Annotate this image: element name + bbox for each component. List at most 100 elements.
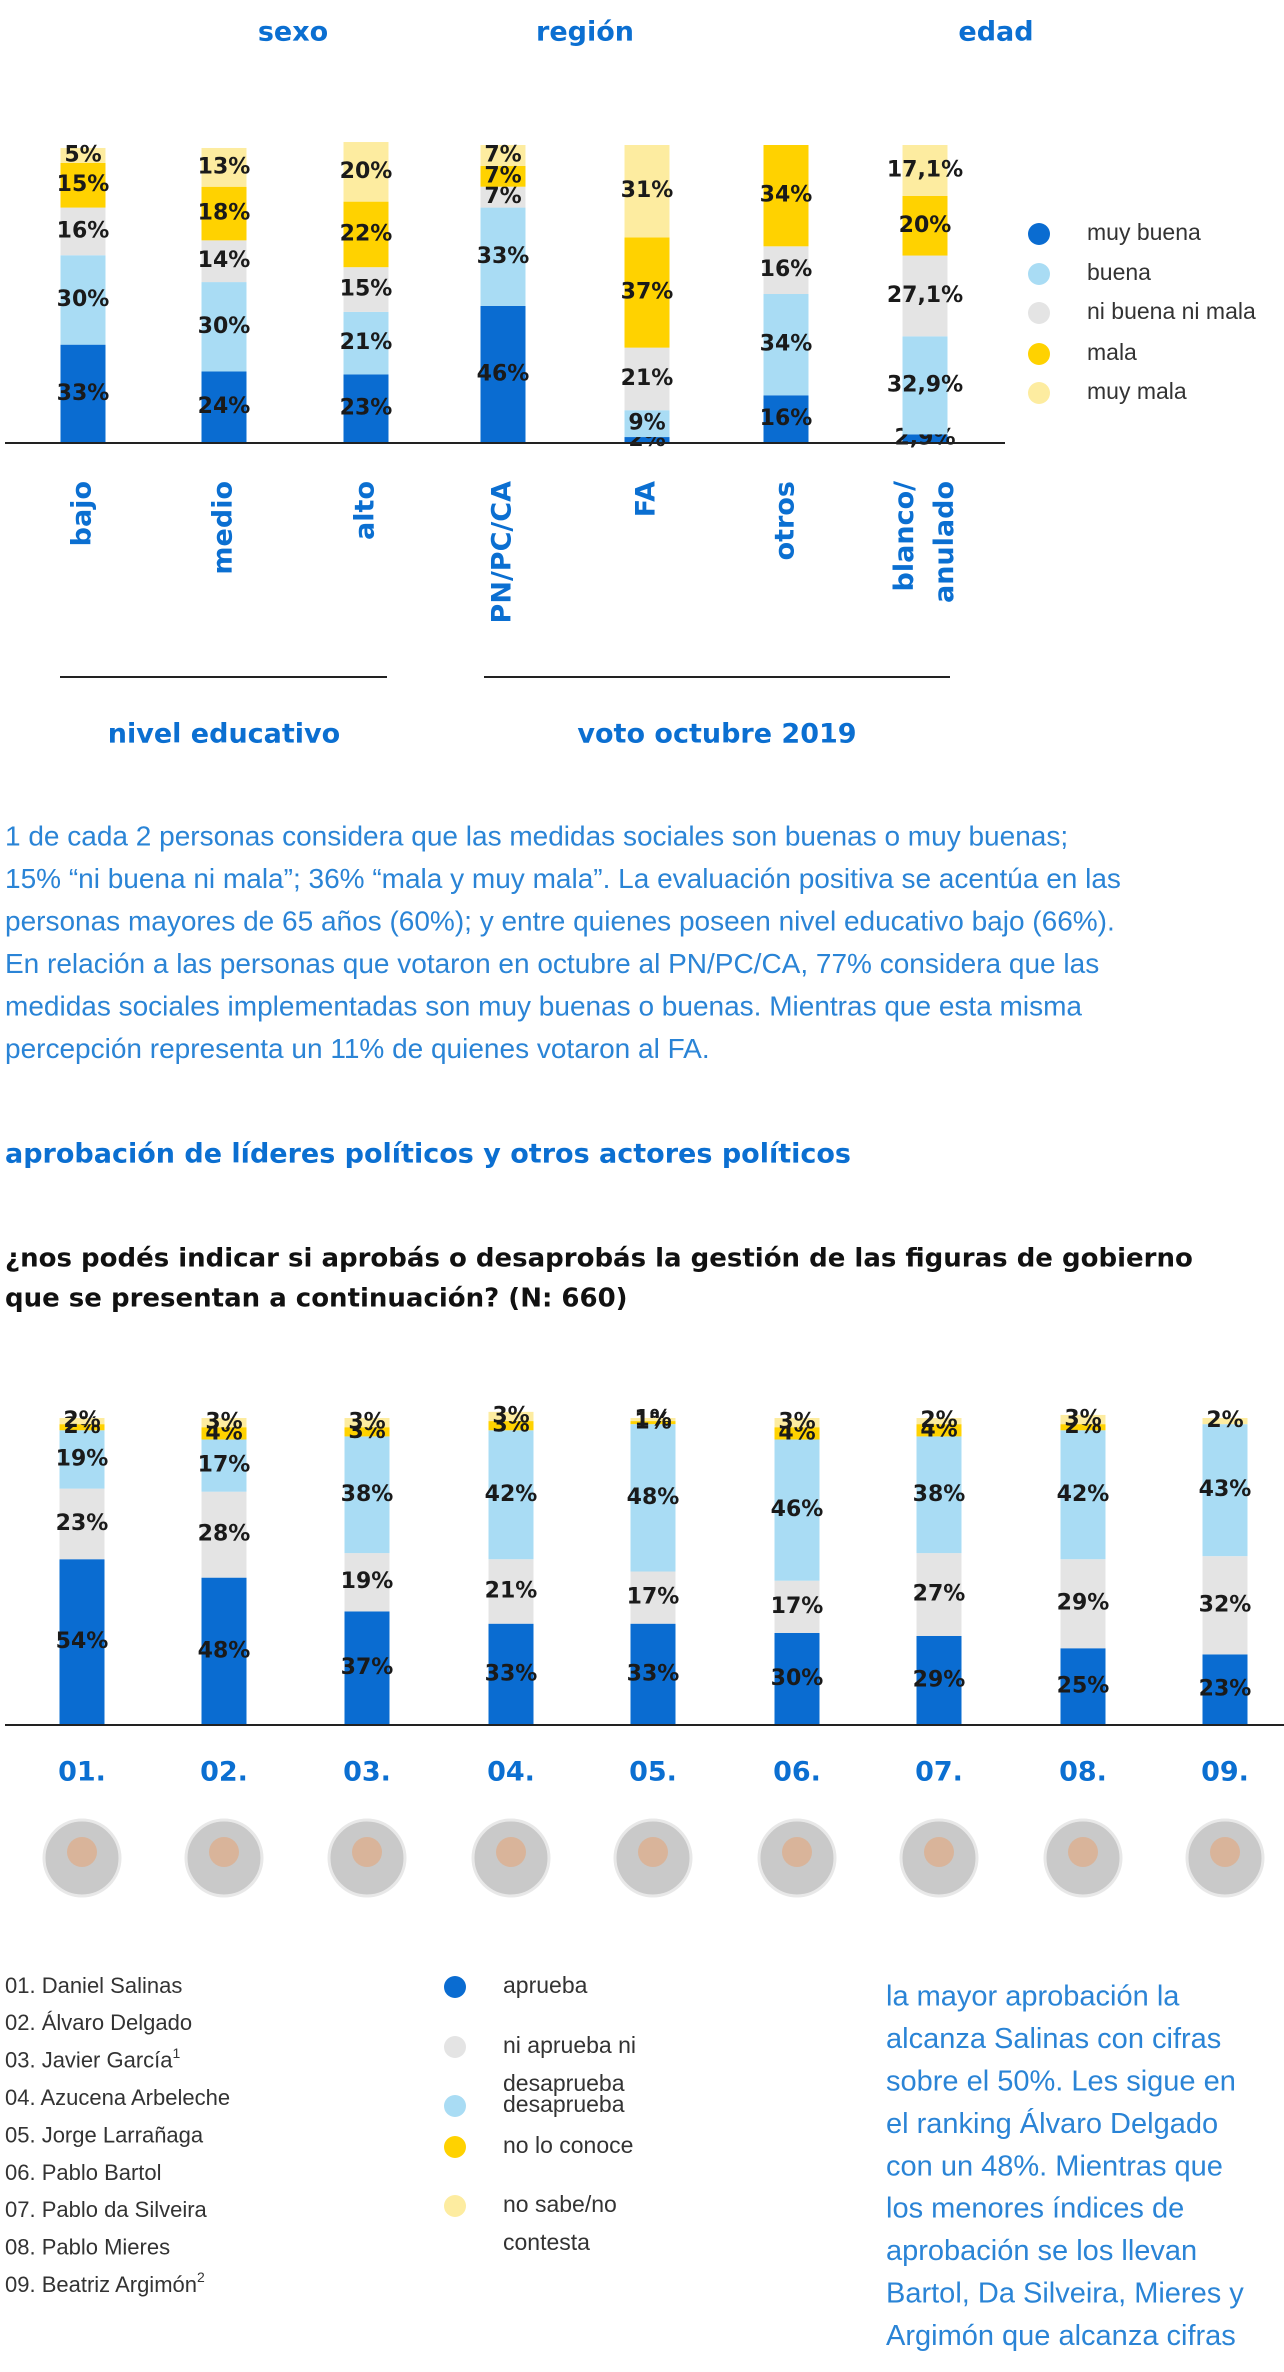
- bar-segment: [60, 344, 106, 443]
- summary-line: Bartol, Da Silveira, Mieres y: [886, 2277, 1244, 2309]
- bar-segment: [59, 1430, 105, 1489]
- value-label: 54%: [56, 1629, 109, 1654]
- legend-dot: [444, 2036, 466, 2058]
- value-label: 3%: [205, 1410, 242, 1435]
- value-label: 1%: [634, 1410, 671, 1435]
- legend-label: aprueba: [503, 1972, 588, 1998]
- footnote-mark: 2: [197, 2269, 205, 2285]
- category-label: PN/PC/CA: [487, 481, 518, 624]
- legend-dot: [444, 2095, 466, 2117]
- summary-line: la mayor aprobación la: [886, 1981, 1180, 2013]
- value-label: 3%: [778, 1410, 815, 1435]
- group-label: voto octubre 2019: [577, 719, 856, 750]
- bar-segment: [59, 1424, 105, 1431]
- category-label: bajo: [67, 481, 98, 546]
- value-label: 37%: [621, 280, 674, 305]
- bar-segment: [630, 1623, 676, 1725]
- value-label: 34%: [760, 183, 813, 208]
- bar-segment: [343, 374, 389, 443]
- bar-segment: [488, 1411, 534, 1422]
- summary-line: aprobación se los llevan: [886, 2235, 1197, 2267]
- bar-segment: [763, 395, 809, 443]
- person-name: 07. Pablo da Silveira: [5, 2197, 208, 2222]
- summary-line: los menores índices de: [886, 2193, 1184, 2225]
- value-label: 42%: [485, 1482, 538, 1507]
- bar-segment: [201, 371, 247, 443]
- bar-segment: [916, 1436, 962, 1554]
- value-label: 25%: [1057, 1674, 1110, 1699]
- portrait-face: [209, 1837, 239, 1867]
- bar-segment: [630, 1424, 676, 1572]
- column-header: sexo: [258, 17, 328, 48]
- value-label: 1%: [634, 1407, 671, 1432]
- value-label: 38%: [341, 1482, 394, 1507]
- bar-segment: [624, 347, 670, 411]
- portrait-face: [638, 1837, 668, 1867]
- category-label: medio: [208, 481, 239, 575]
- legend-dot: [1028, 223, 1050, 245]
- value-label: 30%: [771, 1666, 824, 1691]
- legend-label: ni aprueba ni desaprueba: [503, 2032, 636, 2096]
- bar-segment: [624, 437, 670, 443]
- value-label: 24%: [198, 394, 251, 419]
- bar-segment: [902, 255, 948, 337]
- category-label: blanco/anulado: [889, 481, 960, 603]
- value-label: 3%: [492, 1403, 529, 1428]
- value-label: 21%: [485, 1578, 538, 1603]
- value-label: 15%: [57, 172, 110, 197]
- value-label: 20%: [899, 213, 952, 238]
- value-label: 14%: [198, 248, 251, 273]
- value-label: 2%: [920, 1408, 957, 1433]
- bar-segment: [201, 1577, 247, 1725]
- value-label: 3%: [348, 1410, 385, 1435]
- value-label: 48%: [198, 1638, 251, 1663]
- value-label: 33%: [477, 244, 530, 269]
- value-label: 48%: [627, 1485, 680, 1510]
- value-label: 3%: [1064, 1407, 1101, 1432]
- value-label: 19%: [341, 1569, 394, 1594]
- bar-segment: [201, 147, 247, 187]
- bar-segment: [763, 246, 809, 294]
- bar-segment: [774, 1439, 820, 1581]
- value-label: 32,9%: [887, 372, 963, 397]
- section-title: aprobación de líderes políticos y otros …: [5, 1139, 851, 1170]
- bar-segment: [344, 1436, 390, 1554]
- value-label: 23%: [340, 396, 393, 421]
- value-label: 17%: [771, 1594, 824, 1619]
- bar-segment: [630, 1571, 676, 1624]
- paragraph-line: personas mayores de 65 años (60%); y ent…: [5, 905, 1115, 936]
- legend-dot: [444, 2195, 466, 2217]
- value-label: 17%: [627, 1585, 680, 1610]
- question-line: ¿nos podés indicar si aprobás o desaprob…: [5, 1244, 1193, 1274]
- legend-dot: [1028, 263, 1050, 285]
- value-label: 21%: [340, 330, 393, 355]
- value-label: 20%: [340, 159, 393, 184]
- value-label: 42%: [1057, 1482, 1110, 1507]
- summary-line: con un 48%. Mientras que: [886, 2150, 1223, 2182]
- value-label: 33%: [627, 1661, 680, 1686]
- value-label: 27,1%: [887, 283, 963, 308]
- value-label: 29%: [1057, 1591, 1110, 1616]
- value-label: 13%: [198, 154, 251, 179]
- legend-label: mala: [1087, 339, 1137, 365]
- footnote-mark: 1: [173, 2045, 181, 2061]
- bar-segment: [763, 145, 809, 247]
- bar-segment: [1060, 1559, 1106, 1649]
- bar-segment: [488, 1623, 534, 1725]
- bar-segment: [774, 1427, 820, 1440]
- value-label: 9%: [628, 411, 665, 436]
- portrait-face: [924, 1837, 954, 1867]
- category-label: FA: [631, 481, 662, 517]
- bar-segment: [1202, 1424, 1248, 1557]
- value-label: 2%: [1206, 1408, 1243, 1433]
- bar-segment: [201, 1491, 247, 1578]
- value-label: 46%: [771, 1497, 824, 1522]
- bar-segment: [344, 1427, 390, 1437]
- value-label: 23%: [56, 1511, 109, 1536]
- value-label: 19%: [56, 1446, 109, 1471]
- bar-segment: [201, 1439, 247, 1492]
- bar-segment: [774, 1580, 820, 1633]
- legend-dot: [1028, 343, 1050, 365]
- column-header: región: [536, 17, 634, 48]
